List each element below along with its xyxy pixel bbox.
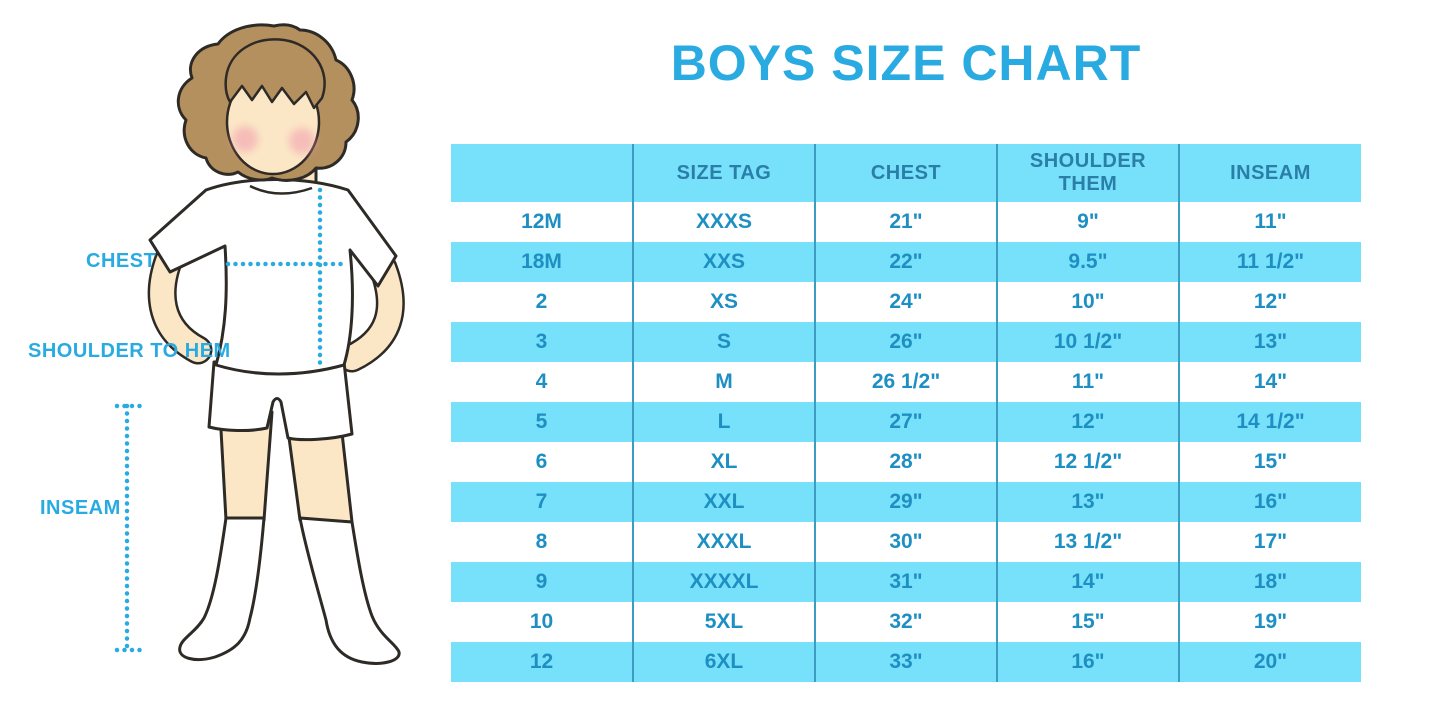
size-table: SIZE TAG CHEST SHOULDER THEM INSEAM 12M X… bbox=[451, 144, 1361, 682]
boy-left-sock bbox=[178, 516, 266, 662]
shoulder-to-hem-label: SHOULDER TO HEM bbox=[28, 340, 231, 362]
boy-right-arm bbox=[340, 256, 403, 370]
size-cell: 13" bbox=[996, 482, 1179, 522]
size-cell: 6XL bbox=[632, 642, 815, 682]
size-cell: 9" bbox=[996, 202, 1179, 242]
size-cell: XXXL bbox=[632, 522, 815, 562]
header-chest: CHEST bbox=[814, 144, 997, 202]
boy-measurement-illustration bbox=[114, 23, 405, 665]
size-cell: 5 bbox=[535, 410, 548, 433]
table-row: 7 XXL 29" 13" 16" bbox=[451, 482, 1361, 522]
boy-hair-fringe bbox=[224, 38, 326, 110]
size-cell: 9 bbox=[535, 570, 548, 593]
size-cell: 26 1/2" bbox=[814, 362, 997, 402]
size-cell: XS bbox=[632, 282, 815, 322]
size-cell: 3 bbox=[535, 330, 548, 353]
boy-right-sock bbox=[298, 516, 401, 665]
table-row: 5 L 27" 12" 14 1/2" bbox=[451, 402, 1361, 442]
size-cell: 17" bbox=[1178, 522, 1361, 562]
table-row: 12M XXXS 21" 9" 11" bbox=[451, 202, 1361, 242]
size-cell: 20" bbox=[1178, 642, 1361, 682]
size-cell: 29" bbox=[814, 482, 997, 522]
size-cell: 12M bbox=[521, 210, 562, 233]
size-cell: S bbox=[632, 322, 815, 362]
size-cell: 30" bbox=[814, 522, 997, 562]
size-cell: 16" bbox=[996, 642, 1179, 682]
size-cell: 24" bbox=[814, 282, 997, 322]
table-header-row: SIZE TAG CHEST SHOULDER THEM INSEAM bbox=[451, 144, 1361, 202]
size-cell: 12" bbox=[1178, 282, 1361, 322]
table-row: 4 M 26 1/2" 11" 14" bbox=[451, 362, 1361, 402]
size-cell: 12 1/2" bbox=[996, 442, 1179, 482]
size-cell: 4 bbox=[535, 370, 548, 393]
table-row: 8 XXXL 30" 13 1/2" 17" bbox=[451, 522, 1361, 562]
header-size-tag: SIZE TAG bbox=[632, 144, 815, 202]
size-cell: 13 1/2" bbox=[996, 522, 1179, 562]
size-cell: 32" bbox=[814, 602, 997, 642]
size-cell: 18" bbox=[1178, 562, 1361, 602]
size-cell: 22" bbox=[814, 242, 997, 282]
size-cell: 21" bbox=[814, 202, 997, 242]
size-cell: 2 bbox=[535, 290, 548, 313]
table-row: 18M XXS 22" 9.5" 11 1/2" bbox=[451, 242, 1361, 282]
table-row: 3 S 26" 10 1/2" 13" bbox=[451, 322, 1361, 362]
size-cell: 33" bbox=[814, 642, 997, 682]
size-cell: 14" bbox=[996, 562, 1179, 602]
size-cell: XXL bbox=[632, 482, 815, 522]
size-cell: 15" bbox=[1178, 442, 1361, 482]
boy-shorts bbox=[207, 360, 354, 442]
boy-left-cheek bbox=[232, 126, 258, 152]
size-cell: 19" bbox=[1178, 602, 1361, 642]
size-cell: 8 bbox=[535, 530, 548, 553]
table-row: 9 XXXXL 31" 14" 18" bbox=[451, 562, 1361, 602]
size-cell: 14" bbox=[1178, 362, 1361, 402]
header-shoulder-hem: SHOULDER THEM bbox=[996, 144, 1179, 202]
table-row: 10 5XL 32" 15" 19" bbox=[451, 602, 1361, 642]
table-row: 12 6XL 33" 16" 20" bbox=[451, 642, 1361, 682]
page-title: BOYS SIZE CHART bbox=[670, 35, 1142, 91]
size-cell: 26" bbox=[814, 322, 997, 362]
size-cell: 27" bbox=[814, 402, 997, 442]
inseam-label: INSEAM bbox=[40, 497, 121, 519]
header-inseam: INSEAM bbox=[1178, 144, 1361, 202]
chest-label: CHEST bbox=[86, 250, 157, 272]
size-cell: 31" bbox=[814, 562, 997, 602]
boy-shirt bbox=[148, 178, 398, 376]
size-cell: 11" bbox=[996, 362, 1179, 402]
header-age bbox=[451, 144, 633, 202]
size-cell: 28" bbox=[814, 442, 997, 482]
size-cell: 10" bbox=[996, 282, 1179, 322]
size-cell: 12 bbox=[529, 650, 554, 673]
size-cell: 5XL bbox=[632, 602, 815, 642]
size-cell: 10 1/2" bbox=[996, 322, 1179, 362]
table-row: 6 XL 28" 12 1/2" 15" bbox=[451, 442, 1361, 482]
size-cell: XXXS bbox=[632, 202, 815, 242]
size-cell: 11" bbox=[1178, 202, 1361, 242]
size-cell: XL bbox=[632, 442, 815, 482]
size-cell: M bbox=[632, 362, 815, 402]
size-cell: 16" bbox=[1178, 482, 1361, 522]
size-cell: 6 bbox=[535, 450, 548, 473]
boy-right-cheek bbox=[289, 128, 315, 154]
size-cell: XXXXL bbox=[632, 562, 815, 602]
size-cell: 11 1/2" bbox=[1178, 242, 1361, 282]
size-cell: 12" bbox=[996, 402, 1179, 442]
size-cell: 10 bbox=[529, 610, 554, 633]
size-cell: 7 bbox=[535, 490, 548, 513]
size-cell: 9.5" bbox=[996, 242, 1179, 282]
size-cell: 14 1/2" bbox=[1178, 402, 1361, 442]
size-cell: L bbox=[632, 402, 815, 442]
boy-shirt-collar bbox=[249, 184, 313, 195]
size-table-body: 12M XXXS 21" 9" 11" 18M XXS 22" 9.5" 11 1/2" 2 XS 24… bbox=[451, 202, 1361, 682]
table-row: 2 XS 24" 10" 12" bbox=[451, 282, 1361, 322]
size-cell: XXS bbox=[632, 242, 815, 282]
size-cell: 15" bbox=[996, 602, 1179, 642]
size-cell: 18M bbox=[521, 250, 562, 273]
size-cell: 13" bbox=[1178, 322, 1361, 362]
